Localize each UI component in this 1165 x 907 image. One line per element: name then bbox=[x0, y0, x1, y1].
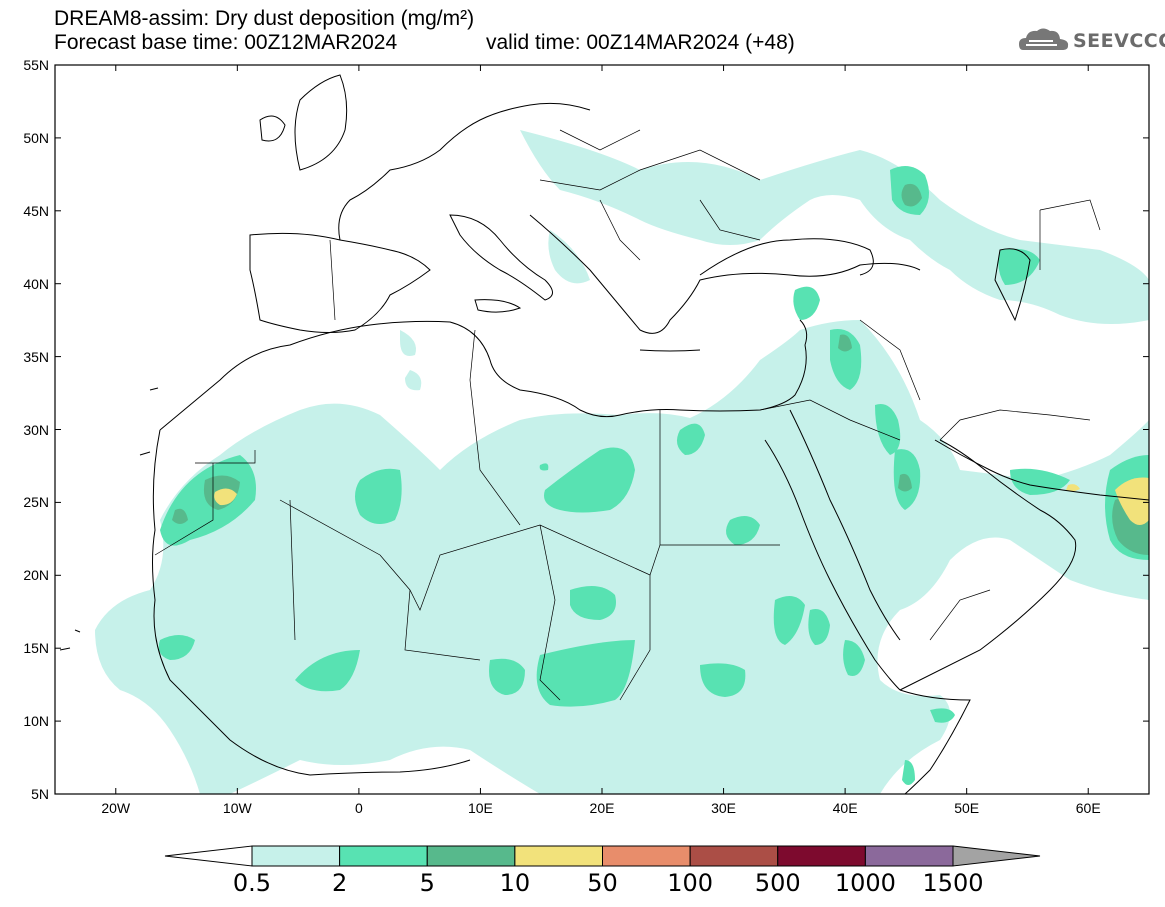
lon-label: 50E bbox=[954, 800, 980, 816]
colorbar-swatch bbox=[777, 845, 866, 867]
dust-level-10 bbox=[214, 477, 1149, 525]
lat-label: 50N bbox=[23, 129, 49, 146]
colorbar-label: 10 bbox=[499, 869, 531, 897]
colorbar-label: 100 bbox=[667, 869, 714, 897]
colorbar-label: 5 bbox=[419, 869, 435, 897]
axis-ticks bbox=[55, 64, 1149, 795]
colorbar-label: 0.5 bbox=[232, 869, 272, 897]
lon-label: 10W bbox=[222, 800, 252, 816]
lon-label: 30E bbox=[711, 800, 736, 816]
lat-label: 30N bbox=[23, 421, 49, 438]
lat-label: 15N bbox=[23, 640, 49, 657]
colorbar-swatch bbox=[514, 845, 603, 867]
forecast-base-time: Forecast base time: 00Z12MAR2024 bbox=[54, 31, 398, 54]
colorbar-under-arrow bbox=[164, 845, 253, 867]
lon-label: 0 bbox=[354, 800, 363, 816]
coastlines bbox=[59, 74, 1149, 794]
lat-label: 55N bbox=[23, 57, 49, 73]
colorbar-swatch bbox=[864, 845, 954, 867]
lat-label: 20N bbox=[23, 567, 49, 584]
valid-time: valid time: 00Z14MAR2024 (+48) bbox=[486, 31, 795, 54]
lon-label: 60E bbox=[1075, 800, 1101, 816]
lon-label: 40E bbox=[832, 800, 858, 816]
lat-label: 25N bbox=[23, 494, 49, 511]
lon-label: 20E bbox=[589, 800, 615, 816]
colorbar-swatch bbox=[339, 845, 428, 867]
dust-field bbox=[95, 130, 1149, 794]
colorbar-swatch bbox=[426, 845, 516, 867]
country-borders bbox=[154, 129, 1101, 701]
lat-label: 5N bbox=[31, 786, 49, 802]
lat-label: 40N bbox=[23, 275, 49, 292]
lat-label: 10N bbox=[23, 713, 49, 730]
lat-label: 35N bbox=[23, 348, 49, 365]
colorbar-swatch bbox=[689, 845, 779, 867]
colorbar bbox=[164, 845, 1041, 867]
map-title: DREAM8-assim: Dry dust deposition (mg/m²… bbox=[54, 7, 475, 30]
colorbar-label: 50 bbox=[587, 869, 618, 897]
colorbar-label: 500 bbox=[754, 869, 801, 897]
colorbar-label: 1500 bbox=[922, 869, 984, 897]
cloud-icon bbox=[1019, 28, 1069, 50]
lon-label: 20W bbox=[101, 800, 131, 816]
logo-text: SEEVCCC bbox=[1073, 30, 1165, 52]
lon-label: 10E bbox=[467, 800, 493, 816]
colorbar-swatch bbox=[251, 845, 341, 867]
colorbar-label: 2 bbox=[331, 869, 348, 897]
colorbar-over-arrow bbox=[952, 845, 1041, 867]
colorbar-label: 1000 bbox=[834, 869, 896, 897]
lat-label: 45N bbox=[23, 202, 49, 219]
colorbar-swatch bbox=[602, 845, 691, 867]
